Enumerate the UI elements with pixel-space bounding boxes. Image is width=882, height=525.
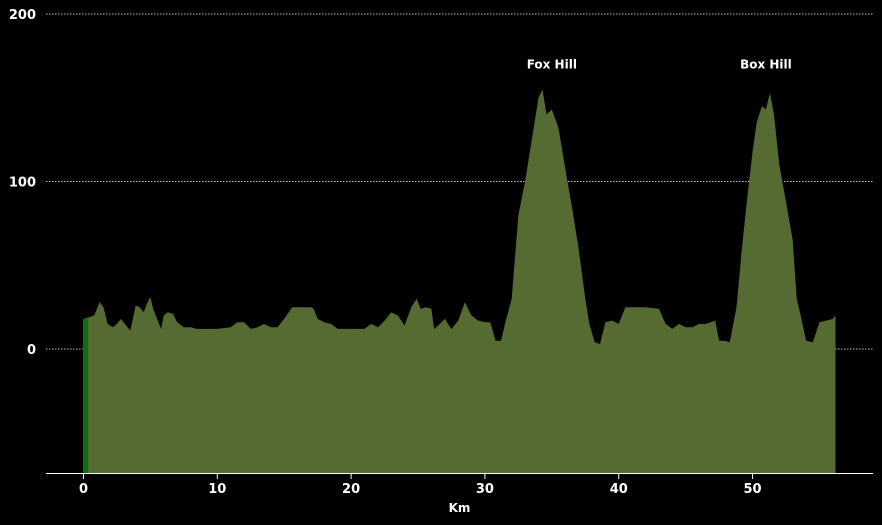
annotation-label-1: Box Hill — [740, 57, 792, 71]
tick-labels: 0 10 20 30 40 50 0 100 200 — [9, 8, 762, 497]
annotations: Fox Hill Box Hill — [527, 57, 792, 71]
position-marker — [82, 318, 89, 473]
x-tick-label-40: 40 — [610, 482, 628, 497]
annotation-label-0: Fox Hill — [527, 57, 577, 71]
y-tick-label-200: 200 — [9, 8, 36, 23]
y-tick-label-100: 100 — [9, 176, 36, 191]
x-tick-label-20: 20 — [342, 482, 360, 497]
x-tick-label-10: 10 — [208, 482, 226, 497]
x-axis-title: Km — [449, 501, 471, 515]
x-tick-label-0: 0 — [79, 482, 88, 497]
elevation-area — [83, 89, 836, 474]
axes — [46, 473, 873, 479]
y-tick-label-0: 0 — [27, 343, 36, 358]
position-marker-bar — [82, 318, 89, 473]
elevation-area-series-0 — [83, 89, 836, 474]
x-tick-label-30: 30 — [476, 482, 494, 497]
x-tick-label-50: 50 — [744, 482, 762, 497]
